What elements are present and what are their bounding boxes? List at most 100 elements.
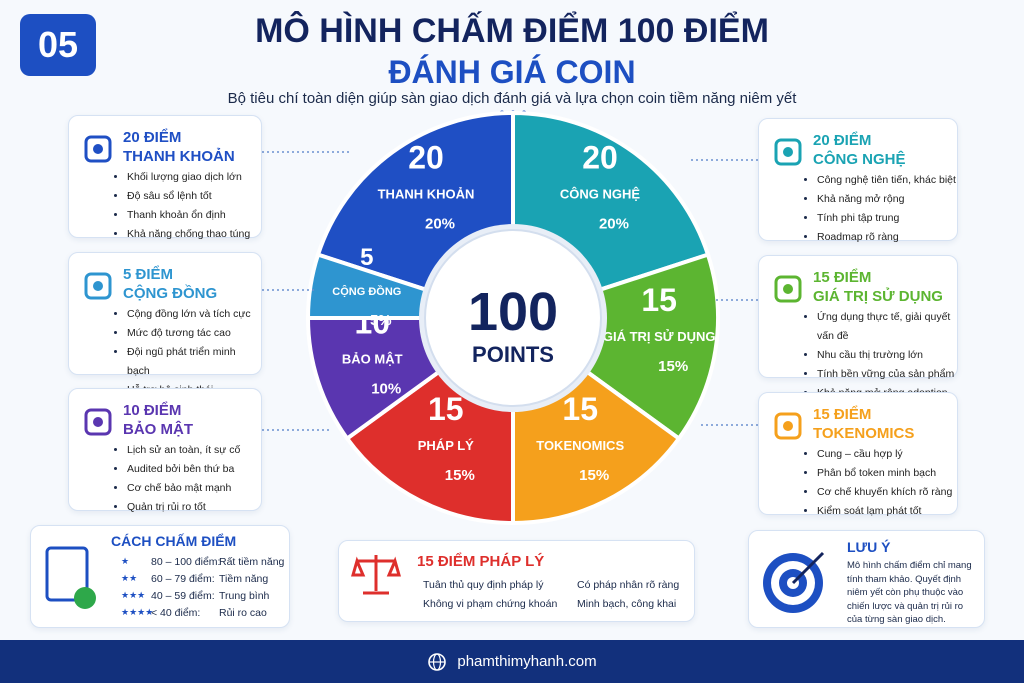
slice-percent: 15% xyxy=(579,467,609,484)
card-item: Công nghệ tiên tiến, khác biệt xyxy=(817,171,956,190)
card-item: Cơ chế bảo mật mạnh xyxy=(127,479,240,498)
card-item: Khả năng chống thao túng xyxy=(127,225,250,244)
score-label: Tiềm năng xyxy=(219,573,269,585)
slice-label: CÔNG NGHỆ xyxy=(560,186,641,201)
score-range: 40 – 59 điểm: xyxy=(151,590,215,602)
icon-shape xyxy=(84,135,112,163)
slice-percent: 10% xyxy=(371,381,401,398)
pie-slice xyxy=(508,252,720,442)
card-subtitle: THANH KHOẢN xyxy=(123,148,235,165)
icon-dot xyxy=(93,144,103,154)
description: Bộ tiêu chí toàn diện giúp sàn giao dịch… xyxy=(227,90,797,107)
slice-label: BẢO MẬT xyxy=(342,352,403,367)
card-item: Nhu cầu thị trường lớn xyxy=(817,346,957,365)
card-subtitle: CỘNG ĐỒNG xyxy=(123,285,218,302)
stars: ★★ xyxy=(121,573,138,583)
card-icon xyxy=(84,272,112,300)
check xyxy=(74,587,96,609)
icon-dot xyxy=(783,421,793,431)
slice-percent: 15% xyxy=(445,467,475,484)
card-item: Kiểm soát lạm phát tốt xyxy=(817,502,952,521)
card-list: Ứng dụng thực tế, giải quyết vấn đềNhu c… xyxy=(803,308,957,403)
website[interactable]: phamthimyhanh.com xyxy=(457,653,597,670)
icon-dot xyxy=(783,284,793,294)
card-icon xyxy=(774,138,802,166)
scoring-title: CÁCH CHẤM ĐIỂM xyxy=(111,533,237,549)
card: 20 ĐIỂM THANH KHOẢN Khối lượng giao dịch l… xyxy=(68,115,262,240)
slice-value: 20 xyxy=(582,139,618,175)
card: 10 ĐIỂM BẢO MẬT Lịch sử an toàn, ít sự cốA… xyxy=(68,388,262,513)
clipboard xyxy=(45,546,89,602)
card-points: 15 ĐIỂM xyxy=(813,269,872,286)
icon-shape xyxy=(84,272,112,300)
icon-shape xyxy=(774,412,802,440)
card-item: Khối lượng giao dịch lớn xyxy=(127,168,250,187)
card-points: 5 ĐIỂM xyxy=(123,266,174,283)
icon-dot xyxy=(93,417,103,427)
slice-value: 15 xyxy=(562,391,598,427)
card-item: Cơ chế khuyến khích rõ ràng xyxy=(817,483,952,502)
stars: ★ xyxy=(121,556,130,566)
slice-percent: 20% xyxy=(425,215,455,232)
card-item: Tính phi tập trung xyxy=(817,209,956,228)
score-range: 60 – 79 điểm: xyxy=(151,573,215,585)
card-item: Cộng đồng lớn và tích cực xyxy=(127,305,261,324)
stars: ★★★★ xyxy=(121,607,154,617)
arrow xyxy=(791,551,825,585)
card-icon xyxy=(84,408,112,436)
globe-icon xyxy=(428,652,447,671)
title: MÔ HÌNH CHẤM ĐIỂM 100 ĐIỂM xyxy=(255,12,769,50)
card-title: 15 ĐIỂM TOKENOMICS xyxy=(813,405,914,443)
chart: 20 THANH KHOẢN 20% 20 CÔNG NGHỆ 20% 15 GIÁ TRỊ … xyxy=(262,110,758,523)
card-title: 10 ĐIỂM BẢO MẬT xyxy=(123,401,193,439)
card-item: Roadmap rõ ràng xyxy=(817,228,956,247)
icon-dot xyxy=(783,147,793,157)
scale-icon xyxy=(351,555,401,595)
score-range: < 40 điểm: xyxy=(151,607,201,619)
legal-item: Có pháp nhân rõ ràng xyxy=(577,579,680,591)
card-list: Cộng đồng lớn và tích cựcMức độ tương tá… xyxy=(113,305,261,400)
card-item: Phân bổ token minh bạch xyxy=(817,464,952,483)
card-title: 15 ĐIỂM GIÁ TRỊ SỬ DỤNG xyxy=(813,268,943,306)
badge: 05 xyxy=(20,14,96,76)
legal-card: 15 ĐIỂM PHÁP LÝ Tuân thủ quy định pháp lý… xyxy=(338,540,695,622)
slice-percent: 5% xyxy=(370,312,392,329)
icon-shape xyxy=(84,408,112,436)
score-label: Rất tiềm năng xyxy=(219,556,285,568)
subtitle: ĐÁNH GIÁ COIN xyxy=(388,54,636,90)
card-title: 20 ĐIỂM CÔNG NGHỆ xyxy=(813,131,906,169)
card-points: 15 ĐIỂM xyxy=(813,406,872,423)
footer: phamthimyhanh.com xyxy=(0,640,1024,683)
card-item: Cung – cầu hợp lý xyxy=(817,445,952,464)
card-item: Thanh khoản ổn định xyxy=(127,206,250,225)
card-points: 20 ĐIỂM xyxy=(123,129,182,146)
slice-value: 20 xyxy=(408,139,444,175)
card-subtitle: BẢO MẬT xyxy=(123,421,193,438)
card-item: Khả năng mở rộng xyxy=(817,190,956,209)
card-list: Cung – cầu hợp lýPhân bổ token minh bạch… xyxy=(803,445,952,521)
card-item: Quản trị rủi ro tốt xyxy=(127,498,240,517)
card-points: 20 ĐIỂM xyxy=(813,132,872,149)
card-item: Đội ngũ phát triển minh bạch xyxy=(127,343,261,381)
legal-title: 15 ĐIỂM PHÁP LÝ xyxy=(417,553,545,570)
card-list: Khối lượng giao dịch lớnĐộ sâu sổ lệnh t… xyxy=(113,168,250,244)
card: 5 ĐIỂM CỘNG ĐỒNG Cộng đồng lớn và tích cực… xyxy=(68,252,262,396)
card-subtitle: GIÁ TRỊ SỬ DỤNG xyxy=(813,288,943,305)
center-label: POINTS xyxy=(472,342,554,367)
slice-value: 15 xyxy=(641,282,677,318)
card-list: Công nghệ tiên tiến, khác biệtKhả năng m… xyxy=(803,171,956,247)
icon-shape xyxy=(774,138,802,166)
legal-item: Tuân thủ quy định pháp lý xyxy=(423,579,544,591)
slice-label: TOKENOMICS xyxy=(536,438,624,453)
checklist-icon xyxy=(45,546,96,609)
slice-percent: 20% xyxy=(599,215,629,232)
card: 20 ĐIỂM CÔNG NGHỆ Công nghệ tiên tiến, khá… xyxy=(758,118,958,243)
card-icon xyxy=(84,135,112,163)
target-icon xyxy=(763,551,825,613)
icon-shape xyxy=(774,275,802,303)
slice-label: CỘNG ĐỒNG xyxy=(332,285,401,298)
card-title: 20 ĐIỂM THANH KHOẢN xyxy=(123,128,235,166)
score-label: Rủi ro cao xyxy=(219,607,267,619)
card-subtitle: TOKENOMICS xyxy=(813,425,915,442)
